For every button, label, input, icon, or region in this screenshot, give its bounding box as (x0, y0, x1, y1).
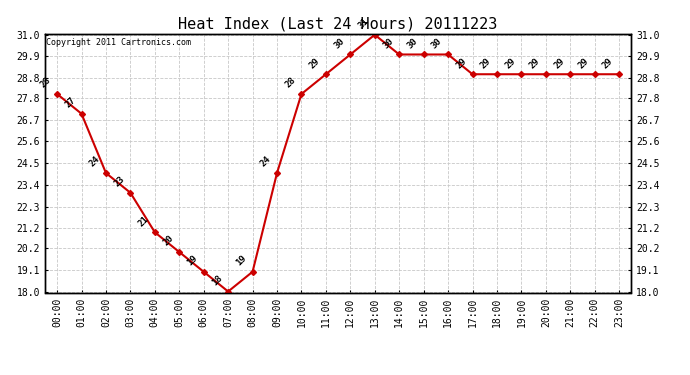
Text: 21: 21 (137, 214, 150, 228)
Text: 29: 29 (577, 56, 591, 70)
Text: 30: 30 (332, 36, 346, 50)
Text: 23: 23 (112, 175, 126, 189)
Text: 31: 31 (357, 16, 371, 31)
Text: 20: 20 (161, 234, 175, 248)
Text: 29: 29 (528, 56, 542, 70)
Text: 29: 29 (552, 56, 566, 70)
Text: 29: 29 (503, 56, 518, 70)
Text: 24: 24 (259, 155, 273, 169)
Text: 29: 29 (601, 56, 615, 70)
Text: 19: 19 (186, 254, 199, 268)
Text: 30: 30 (430, 36, 444, 50)
Title: Heat Index (Last 24 Hours) 20111223: Heat Index (Last 24 Hours) 20111223 (179, 16, 497, 31)
Text: Copyright 2011 Cartronics.com: Copyright 2011 Cartronics.com (46, 38, 191, 46)
Text: 29: 29 (479, 56, 493, 70)
Text: 29: 29 (308, 56, 322, 70)
Text: 27: 27 (63, 96, 77, 109)
Text: 30: 30 (381, 36, 395, 50)
Text: 30: 30 (406, 36, 420, 50)
Text: 19: 19 (235, 254, 248, 268)
Text: 18: 18 (210, 273, 224, 287)
Text: 28: 28 (284, 76, 297, 90)
Text: 24: 24 (88, 155, 102, 169)
Text: 29: 29 (455, 56, 469, 70)
Text: 28: 28 (39, 76, 53, 90)
